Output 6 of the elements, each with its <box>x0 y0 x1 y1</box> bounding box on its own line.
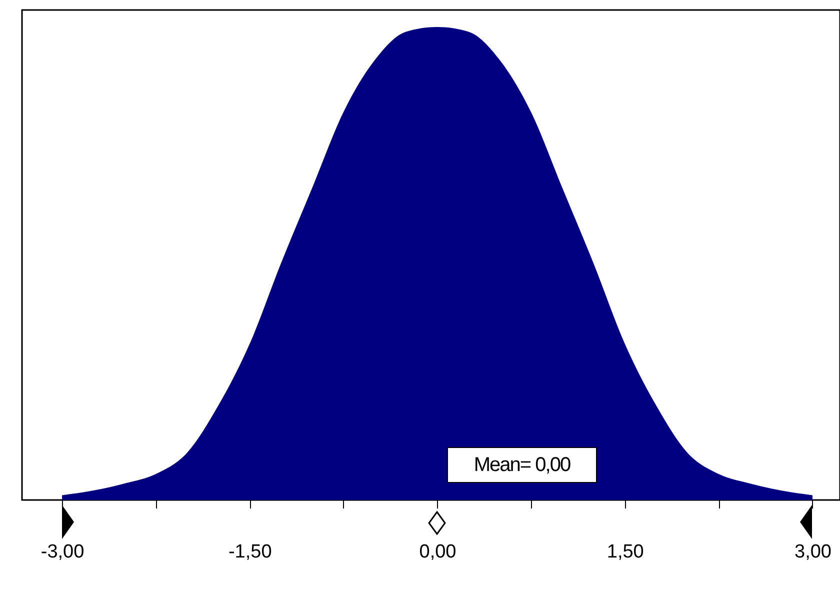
annotation: Mean= 0,00 <box>447 447 597 483</box>
x-tick-label: 1,50 <box>606 542 644 562</box>
x-tick-label: 3,00 <box>794 542 832 562</box>
x-tick-label: -3,00 <box>40 542 84 562</box>
x-tick-label: 0,00 <box>419 542 456 562</box>
x-tick-label: -1,50 <box>228 542 272 562</box>
